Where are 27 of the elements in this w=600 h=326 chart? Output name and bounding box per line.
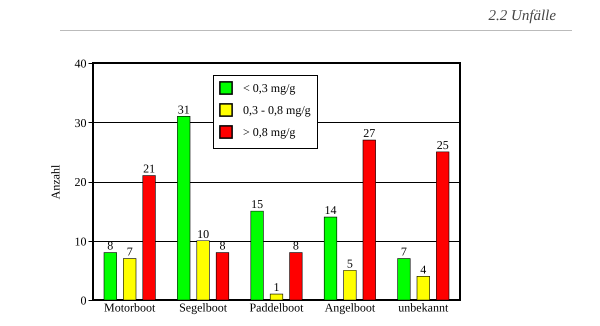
data-label: 27 xyxy=(363,126,376,140)
data-label: 4 xyxy=(420,262,426,276)
data-label: 14 xyxy=(324,203,337,218)
data-label: 1 xyxy=(274,280,280,294)
y-tick-label: 40 xyxy=(74,56,86,70)
legend-label: < 0,3 mg/g xyxy=(243,81,296,95)
data-label: 25 xyxy=(436,138,449,152)
x-tick-label: Angelboot xyxy=(324,300,376,314)
data-label: 10 xyxy=(197,226,210,241)
y-tick-label: 20 xyxy=(74,175,86,189)
data-label: 31 xyxy=(178,102,190,116)
data-label: 15 xyxy=(251,197,264,212)
data-label: 7 xyxy=(400,244,407,259)
x-tick-label: Segelboot xyxy=(179,300,228,314)
x-tick-label: Motorboot xyxy=(104,300,156,314)
y-tick-label: 30 xyxy=(74,116,86,130)
y-tick-label: 0 xyxy=(80,294,86,308)
legend-label: > 0,8 mg/g xyxy=(243,125,296,139)
x-tick-label: unbekannt xyxy=(398,300,449,314)
x-tick-label: Paddelboot xyxy=(250,300,304,314)
y-tick-label: 10 xyxy=(74,234,86,248)
data-label: 5 xyxy=(346,256,353,270)
text: 2.2 Unfälle xyxy=(488,8,556,26)
data-label: 21 xyxy=(143,162,156,176)
legend-label: 0,3 - 0,8 mg/g xyxy=(243,103,311,117)
y-axis-title: Anzahl xyxy=(48,164,62,200)
data-label: 7 xyxy=(126,244,133,259)
